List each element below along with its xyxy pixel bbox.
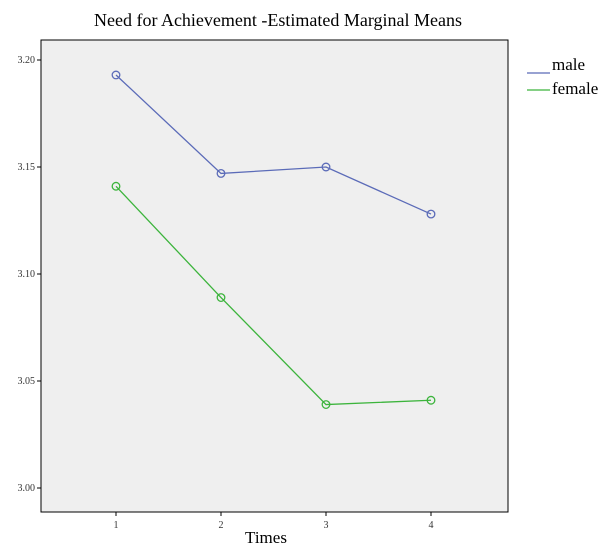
- y-tick-label: 3.10: [18, 269, 36, 280]
- x-tick-label: 1: [114, 520, 119, 531]
- x-axis: 1 2 3 4: [114, 512, 434, 531]
- data-point-male: [321, 162, 331, 172]
- plot-area: [40, 39, 509, 513]
- data-point-female: [216, 293, 226, 302]
- data-point-female: [426, 395, 436, 405]
- data-point-female: [111, 181, 121, 191]
- series-male: [111, 70, 436, 219]
- y-tick-label: 3.05: [18, 376, 36, 387]
- y-tick-label: 3.15: [18, 162, 36, 173]
- legend: male female: [527, 55, 598, 98]
- series-line-female: [115, 185, 432, 406]
- x-axis-label: Times: [245, 528, 287, 547]
- series-female: [111, 181, 436, 409]
- y-axis: 3.00 3.05 3.10 3.15 3.20: [18, 55, 41, 494]
- data-point-male: [111, 70, 121, 80]
- chart-title: Need for Achievement -Estimated Marginal…: [94, 10, 462, 30]
- x-tick-label: 2: [219, 520, 224, 531]
- series-layer: [111, 70, 436, 409]
- legend-label-male: male: [552, 55, 585, 74]
- x-tick-label: 4: [429, 520, 434, 531]
- y-tick-label: 3.20: [18, 55, 36, 66]
- data-point-female: [321, 400, 331, 409]
- y-tick-label: 3.00: [18, 483, 36, 494]
- series-line-male: [115, 74, 432, 215]
- data-point-male: [216, 168, 226, 178]
- legend-label-female: female: [552, 79, 598, 98]
- data-point-male: [426, 209, 436, 219]
- x-tick-label: 3: [324, 520, 329, 531]
